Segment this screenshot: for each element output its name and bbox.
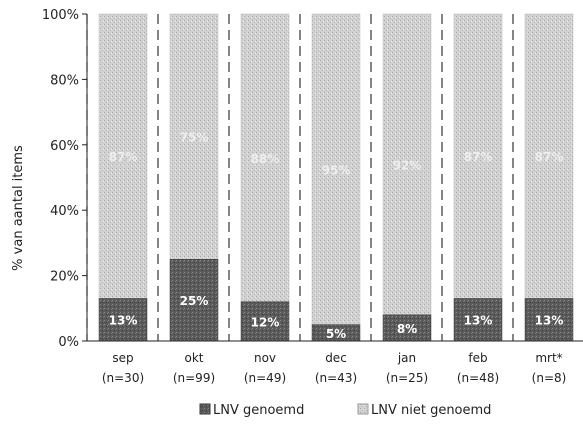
bar-label-lnv-niet-genoemd: 87% — [464, 150, 493, 164]
x-tick-count-label: (n=43) — [315, 371, 357, 385]
x-tick-label: sep — [112, 351, 133, 365]
y-tick-label: 80% — [50, 73, 79, 88]
bar-label-lnv-niet-genoemd: 95% — [322, 163, 351, 177]
bar-segment-lnv-genoemd — [382, 314, 432, 342]
legend-label: LNV niet genoemd — [371, 403, 491, 418]
x-tick-label: jan — [397, 351, 416, 365]
bar-label-lnv-genoemd: 25% — [180, 294, 209, 308]
y-tick-label: 0% — [58, 335, 79, 350]
legend-swatch — [357, 403, 369, 415]
bar-segment-lnv-niet-genoemd — [169, 13, 219, 260]
x-tick-count-label: (n=30) — [102, 371, 144, 385]
bar-label-lnv-niet-genoemd: 92% — [393, 158, 422, 172]
x-tick-count-label: (n=48) — [457, 371, 499, 385]
bar-segment-lnv-genoemd — [240, 301, 290, 342]
legend-label: LNV genoemd — [213, 403, 304, 418]
x-tick-count-label: (n=25) — [386, 371, 428, 385]
x-tick-label: mrt* — [535, 351, 562, 365]
bar-segment-lnv-genoemd — [453, 298, 503, 342]
bar-segment-lnv-niet-genoemd — [240, 13, 290, 303]
bar-segment-lnv-niet-genoemd — [382, 13, 432, 316]
x-tick-count-label: (n=99) — [173, 371, 215, 385]
grid-lines — [86, 14, 514, 341]
y-tick-label: 60% — [50, 139, 79, 154]
bar-label-lnv-genoemd: 13% — [535, 314, 564, 328]
bar-segment-lnv-niet-genoemd — [453, 13, 503, 299]
bar-segment-lnv-genoemd — [169, 259, 219, 342]
bar-label-lnv-genoemd: 5% — [326, 327, 346, 341]
bar-label-lnv-niet-genoemd: 88% — [251, 152, 280, 166]
bar-label-lnv-niet-genoemd: 75% — [180, 131, 209, 145]
y-tick-label: 40% — [50, 204, 79, 219]
legend-swatch — [199, 403, 211, 415]
y-tick-label: 20% — [50, 270, 79, 285]
bar-label-lnv-niet-genoemd: 87% — [109, 150, 138, 164]
x-tick-label: okt — [185, 351, 204, 365]
bar-label-lnv-niet-genoemd: 87% — [535, 150, 564, 164]
x-tick-label: dec — [325, 351, 347, 365]
legend: LNV genoemd LNV niet genoemd — [199, 403, 491, 418]
bar-label-lnv-genoemd: 8% — [397, 322, 417, 336]
y-tick-label: 100% — [42, 8, 79, 23]
bar-segment-lnv-genoemd — [98, 298, 148, 342]
bar-segment-lnv-niet-genoemd — [311, 13, 361, 325]
bar-segment-lnv-genoemd — [524, 298, 574, 342]
axes: 0% 20% 40% 60% 80% 100% sep (n=30) okt (n=99) nov (… — [42, 8, 583, 385]
x-tick-count-label: (n=49) — [244, 371, 286, 385]
bar-label-lnv-genoemd: 13% — [464, 314, 493, 328]
x-tick-label: feb — [468, 351, 487, 365]
x-tick-label: nov — [254, 351, 276, 365]
x-tick-count-label: (n=8) — [532, 371, 567, 385]
bar-label-lnv-genoemd: 12% — [251, 315, 280, 329]
bar-segment-lnv-niet-genoemd — [524, 13, 574, 299]
bars: 13% 87% 25% 75% 12% 88% 5% 95% 8% 92% 13% 87% 13% 87% — [98, 13, 574, 342]
y-axis-label: % van aantal items — [11, 145, 26, 271]
bar-label-lnv-genoemd: 13% — [109, 314, 138, 328]
